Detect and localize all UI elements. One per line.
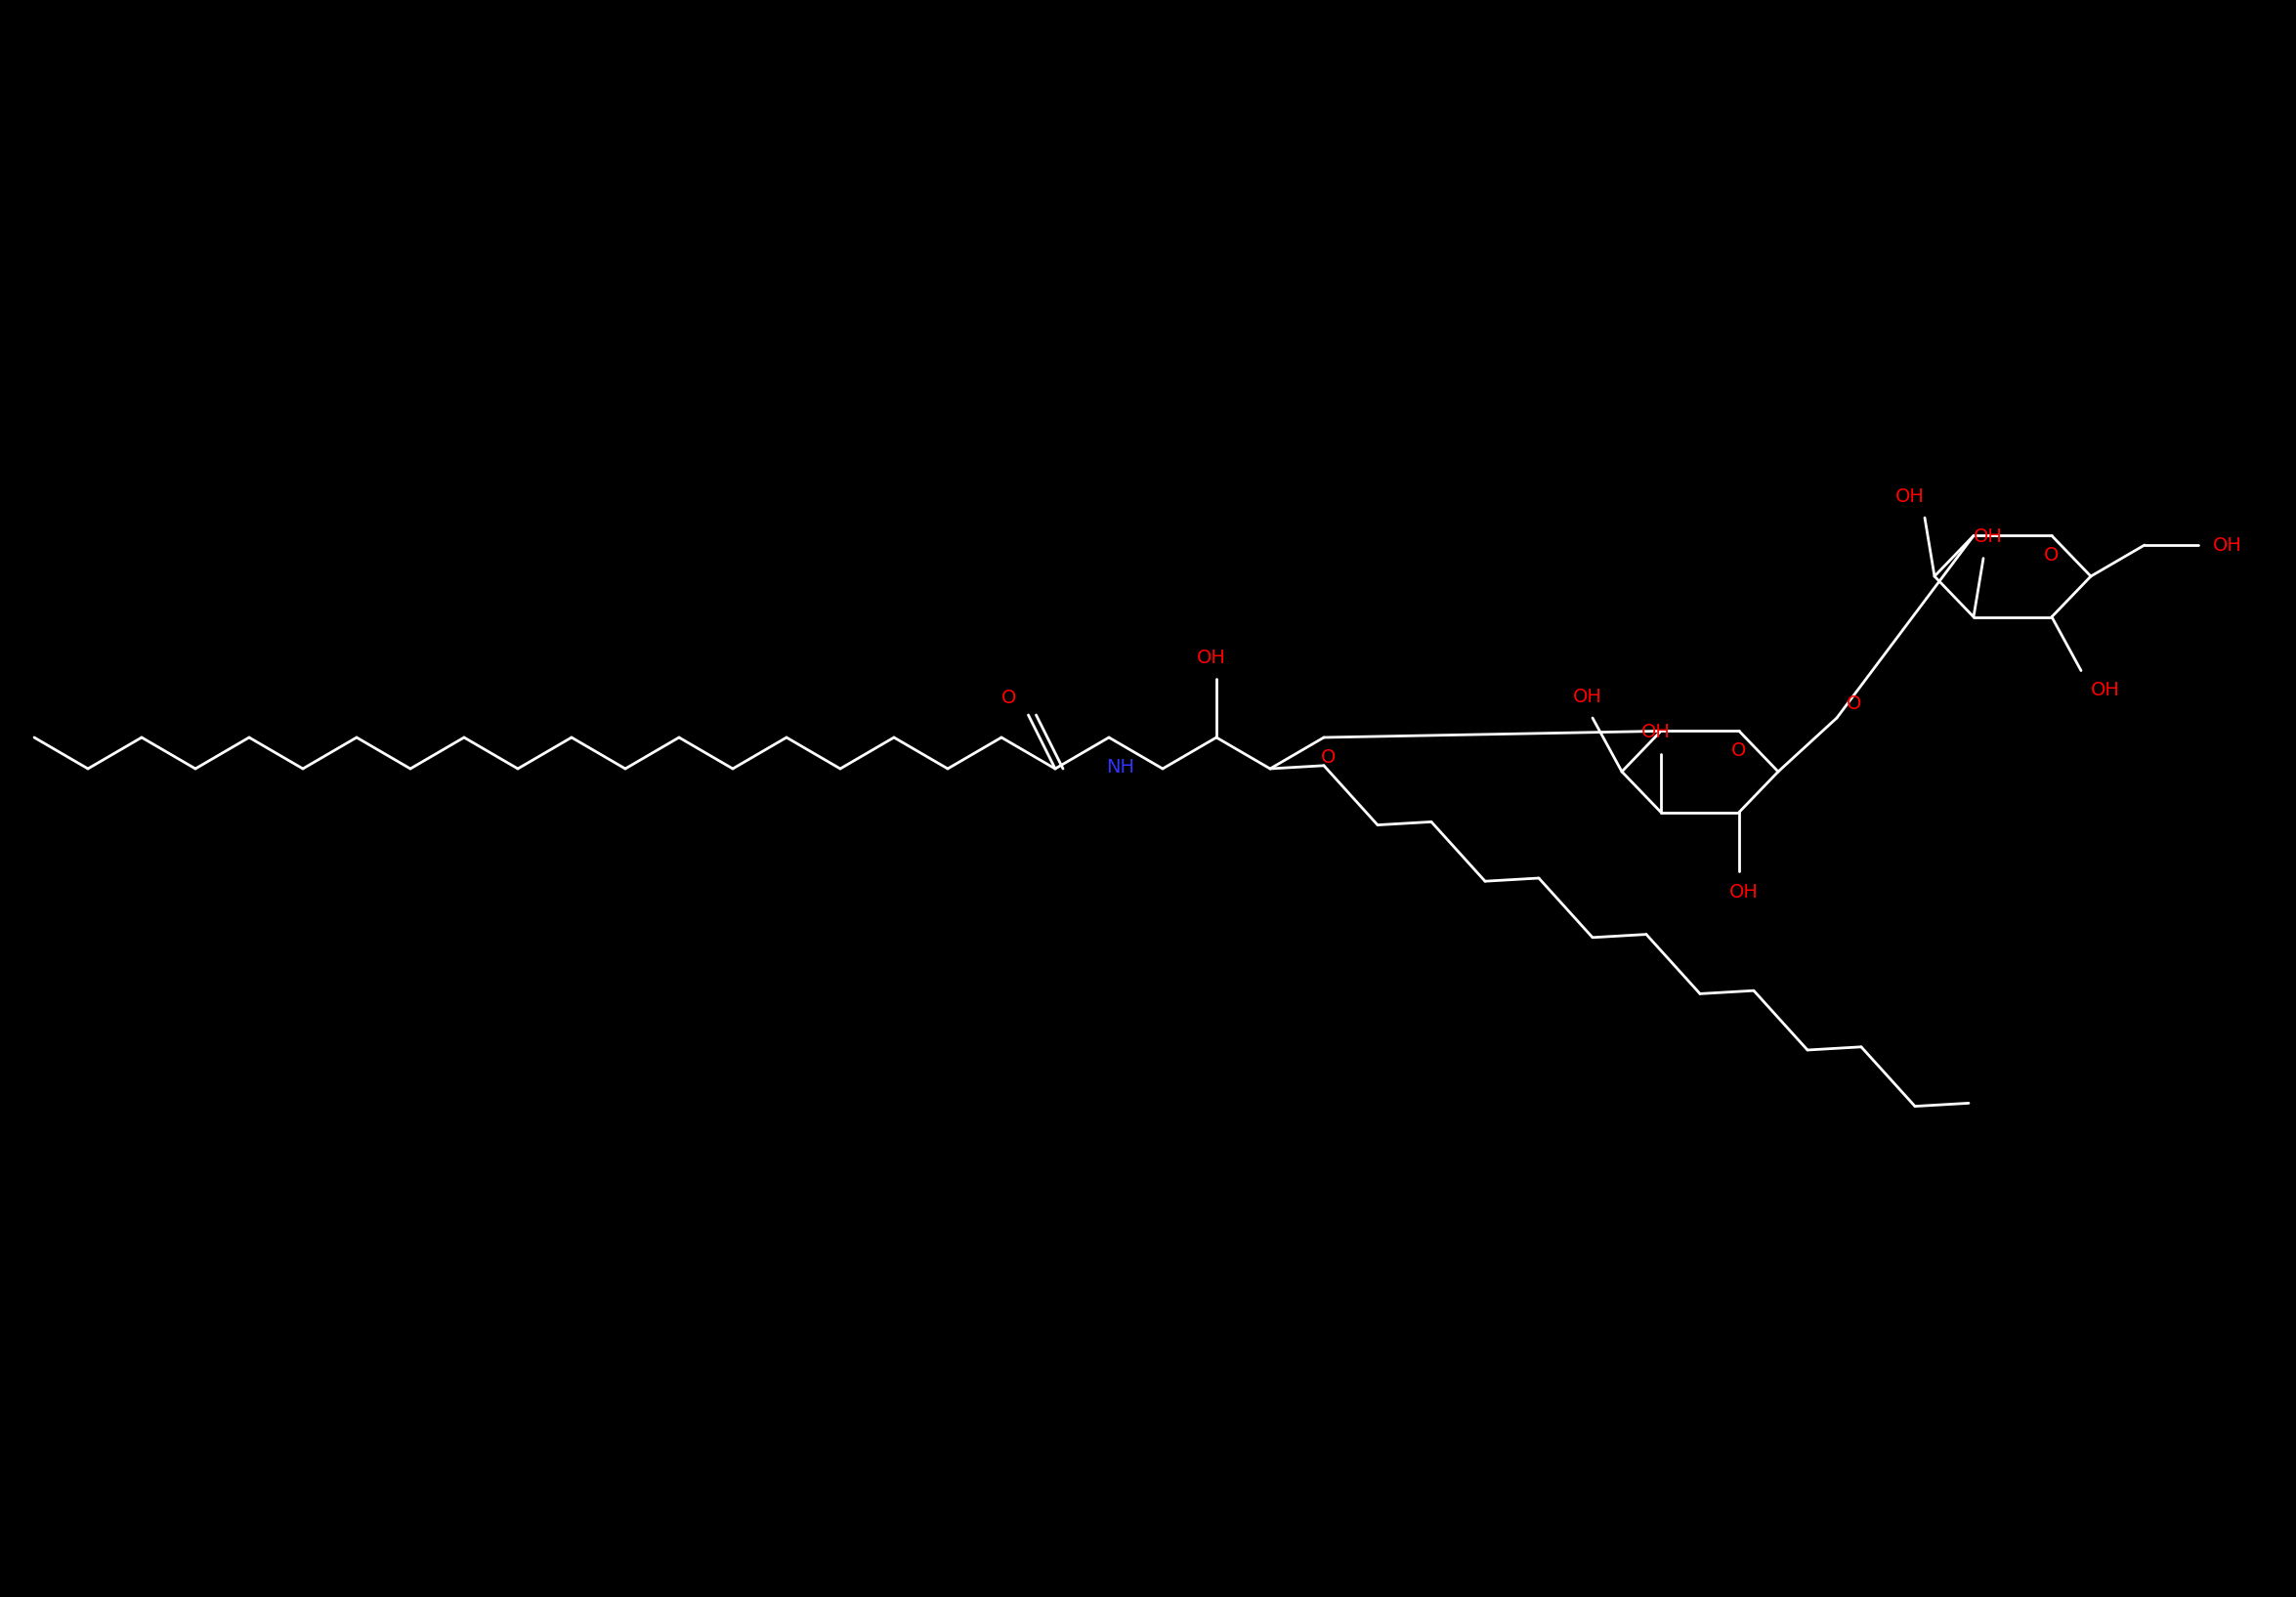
Text: OH: OH bbox=[1729, 883, 1759, 902]
Text: O: O bbox=[2043, 546, 2060, 564]
Text: NH: NH bbox=[1107, 757, 1134, 776]
Text: O: O bbox=[1320, 747, 1336, 767]
Text: OH: OH bbox=[2213, 535, 2243, 554]
Text: OH: OH bbox=[2092, 680, 2119, 699]
Text: OH: OH bbox=[1642, 723, 1671, 741]
Text: OH: OH bbox=[1196, 648, 1226, 666]
Text: OH: OH bbox=[1975, 527, 2002, 546]
Text: OH: OH bbox=[1573, 687, 1603, 706]
Text: O: O bbox=[1731, 741, 1747, 760]
Text: O: O bbox=[1846, 695, 1862, 712]
Text: O: O bbox=[1001, 688, 1017, 707]
Text: OH: OH bbox=[1896, 487, 1924, 506]
